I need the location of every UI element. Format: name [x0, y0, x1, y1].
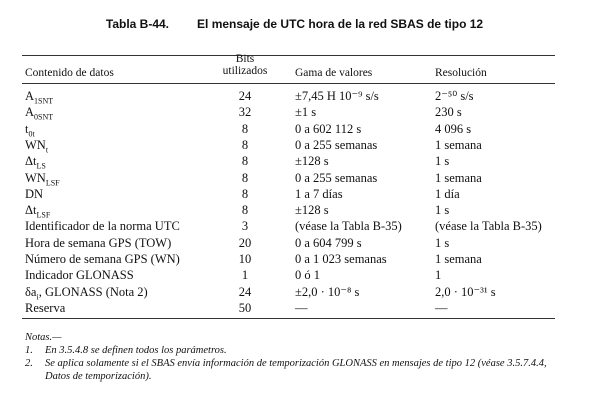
- parameter-cell: WNLSF: [25, 170, 60, 187]
- column-header: Gama de valores: [295, 67, 373, 79]
- bits-cell: 8: [241, 170, 249, 185]
- parameter-subscript: 0SNT: [34, 112, 54, 122]
- bits-cell: 20: [238, 235, 252, 250]
- note: 1. En 3.5.4.8 se definen todos los paráme…: [25, 344, 555, 357]
- range-cell: ±128 s: [295, 203, 329, 218]
- parameter: A: [25, 105, 35, 120]
- note-text: En 3.5.4.8 se definen todos los parámetr…: [45, 345, 227, 356]
- bits-cell: 3: [241, 219, 249, 234]
- parameter-subscript: LSF: [36, 210, 51, 220]
- note-number: 2.: [25, 358, 33, 369]
- range-cell: ±2,0 · 10⁻⁸ s: [295, 284, 360, 299]
- bits-cell: 8: [241, 203, 249, 218]
- parameter-cell: A1SNT: [25, 89, 54, 106]
- parameter-cell: t0t: [25, 121, 35, 139]
- parameter: A: [25, 89, 35, 103]
- resolution-cell: 2,0 · 10⁻³¹ s: [435, 284, 496, 299]
- header-rule: [22, 83, 555, 84]
- parameter: Número de semana GPS (WN): [25, 252, 180, 266]
- table-title: Tabla B-44. El mensaje de UTC hora de la …: [0, 17, 589, 31]
- parameter-subscript: 1SNT: [34, 96, 54, 106]
- parameter-cell: A0SNT: [25, 105, 54, 122]
- notes: Notas.— 1. En 3.5.4.8 se definen todos lo…: [25, 331, 555, 383]
- bits-cell: 8: [241, 137, 249, 152]
- bits-cell: 1: [241, 268, 249, 283]
- resolution-cell: 1 semana: [435, 170, 482, 185]
- resolution-cell: 1 s: [435, 203, 450, 218]
- bits-cell: 8: [241, 121, 249, 136]
- range-cell: 0 a 604 799 s: [295, 235, 362, 250]
- bottom-rule: [22, 318, 555, 319]
- table-number: Tabla B-44.: [105, 17, 170, 31]
- range-cell: ±128 s: [295, 154, 329, 169]
- parameter-cell: Hora de semana GPS (TOW): [25, 236, 171, 250]
- table-caption: El mensaje de UTC hora de la red SBAS de…: [197, 17, 484, 31]
- parameter: DN: [25, 186, 44, 201]
- range-cell: —: [295, 300, 308, 315]
- parameter: Δt: [25, 154, 37, 169]
- resolution-cell: 2⁻⁵⁰ s/s: [435, 89, 474, 103]
- parameter-subscript: 0t: [28, 129, 35, 139]
- resolution-cell: 1 semana: [435, 252, 482, 266]
- bits-cell: 8: [241, 186, 249, 201]
- parameter-subscript: i: [36, 292, 39, 302]
- bits-cell: 10: [238, 252, 252, 266]
- note-list: 1. En 3.5.4.8 se definen todos los paráme…: [25, 344, 555, 383]
- range-cell: 0 ó 1: [295, 268, 320, 283]
- parameter-cell: DN: [25, 187, 43, 201]
- parameter-cell: ΔtLS: [25, 154, 46, 171]
- parameter: Hora de semana GPS (TOW): [25, 235, 172, 250]
- resolution-cell: 230 s: [435, 105, 462, 120]
- parameter: Reserva: [25, 300, 66, 315]
- note-number: 1.: [25, 345, 33, 356]
- resolution-cell: —: [435, 300, 448, 315]
- bits-cell: 24: [238, 89, 252, 103]
- resolution-cell: 1 s: [435, 154, 450, 169]
- top-rule: [22, 55, 555, 56]
- resolution-cell: 1: [435, 268, 442, 283]
- resolution-cell: 1 semana: [435, 137, 482, 152]
- notes-heading: Notas.—: [25, 332, 62, 343]
- bits-cell: 32: [238, 105, 252, 120]
- resolution-cell: 4 096 s: [435, 121, 472, 136]
- parameter-cell: δai, GLONASS (Nota 2): [25, 284, 148, 302]
- range-cell: 0 a 255 semanas: [295, 170, 378, 185]
- range-cell: 0 a 255 semanas: [295, 137, 378, 152]
- column-header: Bits utilizados: [222, 53, 268, 77]
- range-cell: ±7,45 H 10⁻⁹ s/s: [295, 89, 379, 103]
- parameter-cell: WNt: [25, 137, 49, 155]
- parameter: Identificador de la norma UTC: [25, 219, 180, 234]
- range-cell: 0 a 1 023 semanas: [295, 252, 387, 266]
- resolution-cell: 1 día: [435, 186, 460, 201]
- column-header: Contenido de datos: [25, 67, 114, 79]
- parameter: Indicador GLONASS: [25, 268, 134, 283]
- parameter-cell: ΔtLSF: [25, 203, 51, 220]
- resolution-cell: 1 s: [435, 235, 450, 250]
- parameter: Δt: [25, 203, 37, 218]
- note: 2. Se aplica solamente si el SBAS envía i…: [25, 357, 555, 383]
- range-cell: 0 a 602 112 s: [295, 121, 362, 136]
- parameter: WN: [25, 137, 46, 152]
- bits-cell: 8: [241, 154, 249, 169]
- parameter: WN: [25, 170, 46, 185]
- resolution-cell: (véase la Tabla B-35): [435, 219, 542, 234]
- parameter-suffix: , GLONASS (Nota 2): [38, 284, 148, 299]
- parameter: t: [25, 121, 29, 136]
- bits-cell: 50: [238, 300, 252, 315]
- parameter-subscript: LSF: [45, 178, 60, 187]
- bits-cell: 24: [238, 284, 252, 299]
- parameter-subscript: t: [45, 145, 49, 155]
- column-header: Resolución: [435, 67, 487, 79]
- range-cell: 1 a 7 días: [295, 186, 343, 201]
- note-text: Se aplica solamente si el SBAS envía inf…: [45, 358, 547, 382]
- parameter-subscript: LS: [36, 161, 46, 171]
- range-cell: ±1 s: [295, 105, 317, 120]
- parameter-cell: Identificador de la norma UTC: [25, 219, 180, 233]
- parameter-cell: Indicador GLONASS: [25, 268, 134, 282]
- parameter-cell: Reserva: [25, 301, 65, 315]
- parameter: δa: [25, 284, 37, 299]
- parameter-cell: Número de semana GPS (WN): [25, 252, 180, 266]
- range-cell: (véase la Tabla B-35): [295, 219, 402, 234]
